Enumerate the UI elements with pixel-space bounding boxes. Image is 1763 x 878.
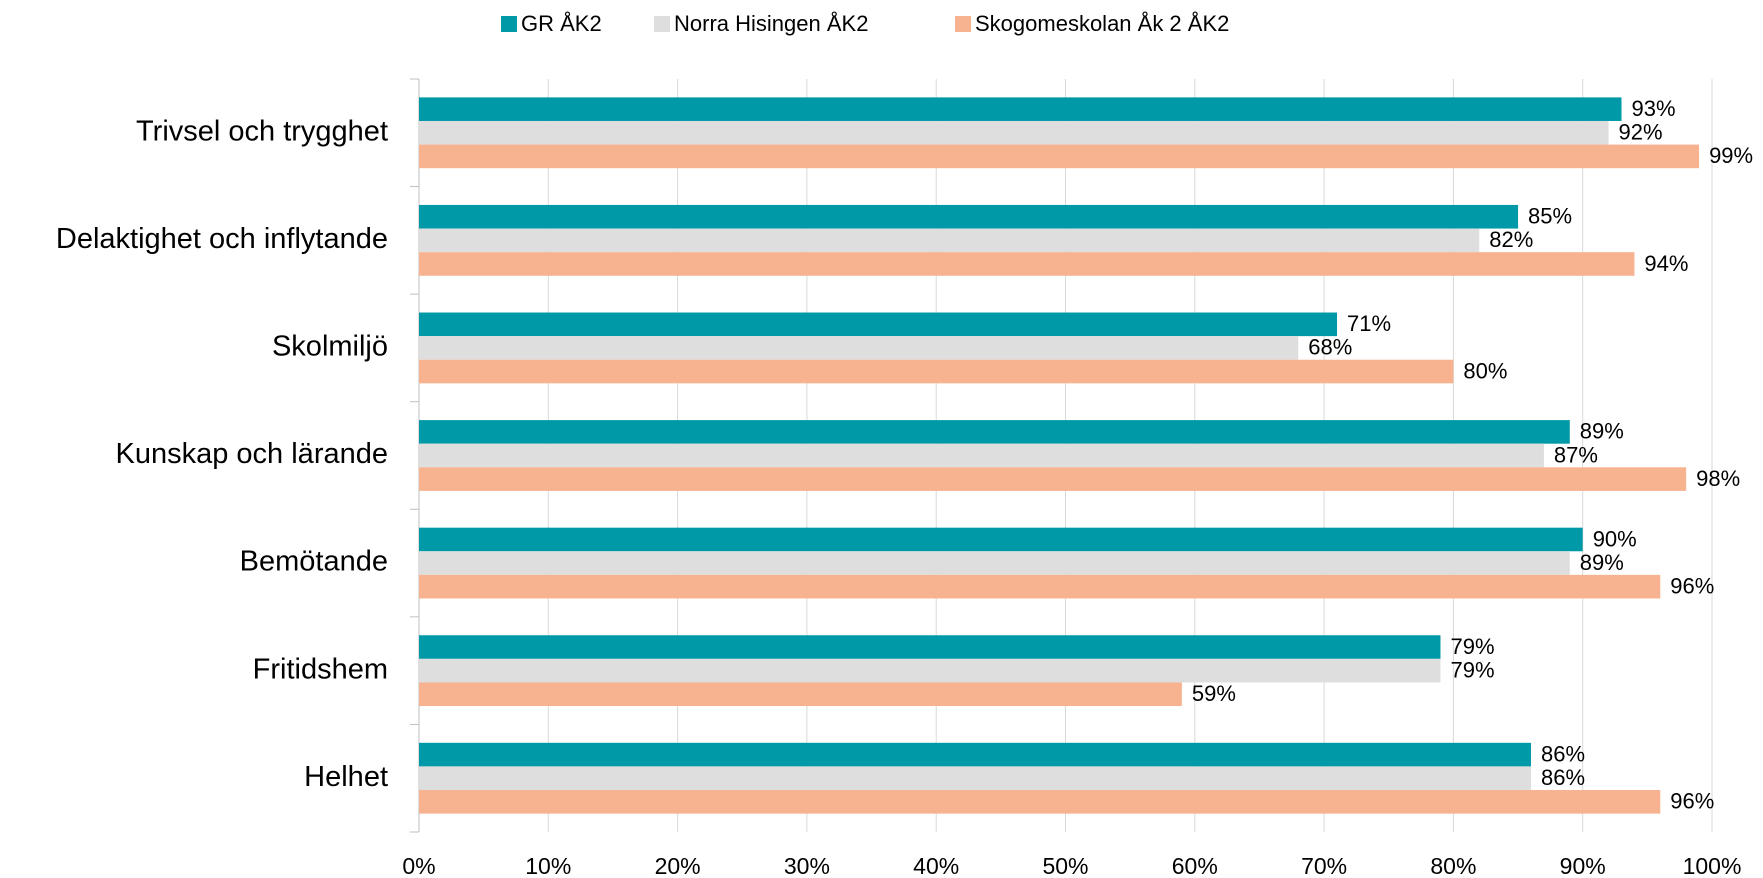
x-tick-label: 70%: [1301, 853, 1347, 878]
x-tick-label: 80%: [1430, 853, 1476, 878]
bar: [419, 228, 1480, 253]
y-tick-label: Delaktighet och inflytande: [56, 223, 388, 255]
x-tick-label: 100%: [1683, 853, 1742, 878]
bar: [419, 204, 1519, 229]
bar: [419, 574, 1661, 599]
bar: [419, 658, 1441, 683]
bar: [419, 790, 1661, 814]
bar: [419, 312, 1338, 337]
y-tick-label: Skolmiljö: [272, 331, 388, 363]
data-label: 71%: [1347, 311, 1391, 336]
bar: [419, 742, 1531, 767]
data-label: 80%: [1463, 358, 1507, 383]
x-tick-label: 20%: [655, 853, 701, 878]
data-label: 59%: [1192, 681, 1236, 706]
data-label: 85%: [1528, 204, 1572, 229]
bar: [419, 635, 1441, 659]
data-label: 92%: [1619, 120, 1663, 145]
legend-swatch: [501, 16, 517, 32]
y-tick-label: Kunskap och lärande: [116, 438, 388, 470]
data-label: 98%: [1696, 466, 1740, 491]
x-tick-label: 40%: [913, 853, 959, 878]
data-label: 86%: [1541, 741, 1585, 766]
data-label: 94%: [1644, 251, 1688, 276]
bar: [419, 252, 1635, 276]
y-tick-label: Fritidshem: [253, 653, 388, 685]
data-label: 96%: [1670, 789, 1714, 814]
data-label: 79%: [1450, 657, 1494, 682]
y-tick-label: Trivsel och trygghet: [136, 115, 388, 147]
data-label: 99%: [1709, 143, 1753, 168]
x-tick-label: 0%: [402, 853, 435, 878]
bar: [419, 144, 1700, 169]
x-tick-label: 60%: [1172, 853, 1218, 878]
bar: [419, 443, 1544, 468]
bar: [419, 336, 1299, 360]
bar: [419, 551, 1570, 575]
bar: [419, 467, 1687, 491]
bar: [419, 766, 1531, 791]
data-label: 93%: [1631, 96, 1675, 121]
x-tick-label: 10%: [525, 853, 571, 878]
bar: [419, 527, 1583, 552]
bar: [419, 97, 1622, 121]
bar: [419, 420, 1570, 444]
data-label: 87%: [1554, 442, 1598, 467]
data-label: 89%: [1580, 419, 1624, 444]
data-label: 86%: [1541, 765, 1585, 790]
bar: [419, 682, 1182, 707]
legend-swatch: [654, 16, 670, 32]
y-tick-label: Helhet: [304, 761, 388, 793]
legend-swatch: [955, 16, 971, 32]
bar: [419, 120, 1609, 145]
data-label: 96%: [1670, 573, 1714, 598]
legend-label: GR ÅK2: [521, 11, 602, 36]
data-label: 79%: [1450, 634, 1494, 659]
data-label: 82%: [1489, 227, 1533, 252]
x-tick-label: 90%: [1560, 853, 1606, 878]
x-tick-label: 30%: [784, 853, 830, 878]
bar: [419, 359, 1454, 384]
legend-label: Skogomeskolan Åk 2 ÅK2: [975, 11, 1229, 36]
x-tick-label: 50%: [1042, 853, 1088, 878]
y-tick-label: Bemötande: [240, 546, 388, 578]
data-label: 90%: [1593, 526, 1637, 551]
data-label: 68%: [1308, 335, 1352, 360]
legend-label: Norra Hisingen ÅK2: [674, 11, 868, 36]
data-label: 89%: [1580, 550, 1624, 575]
